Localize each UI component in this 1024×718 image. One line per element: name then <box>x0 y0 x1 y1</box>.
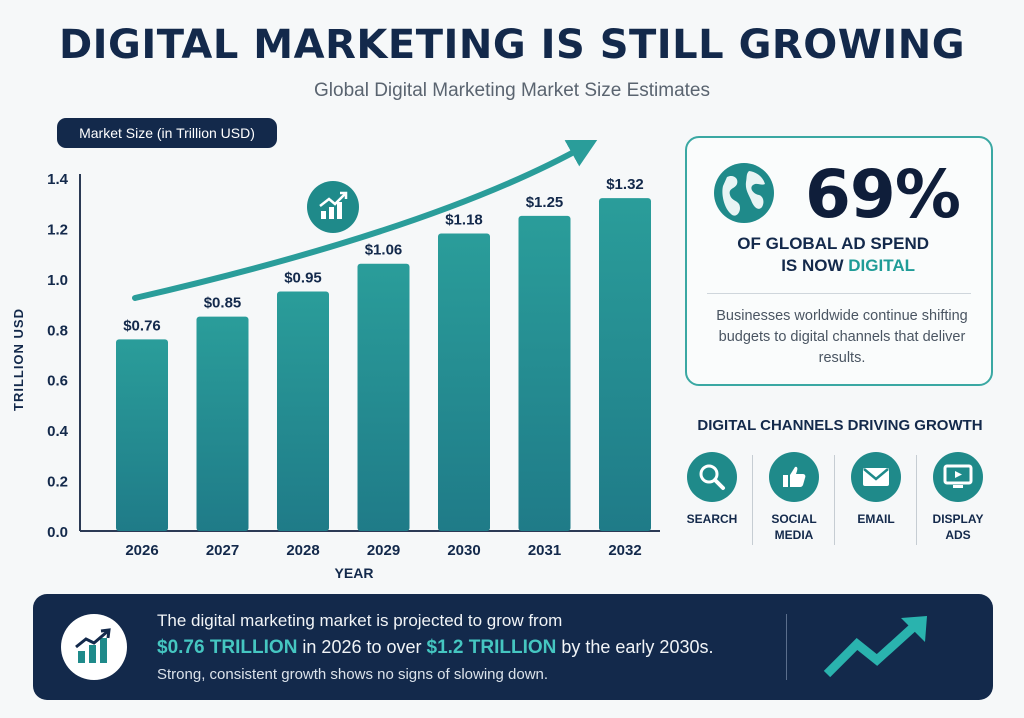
bar-2031 <box>518 215 571 532</box>
channel-search: SEARCH <box>672 452 752 527</box>
y-tick-label: 0.6 <box>47 373 68 390</box>
channel-label: EMAIL <box>857 512 895 526</box>
stat-card: 69% OF GLOBAL AD SPEND IS NOW DIGITAL Bu… <box>685 136 993 386</box>
banner-line-1: The digital marketing market is projecte… <box>157 611 563 630</box>
y-tick-label: 1.2 <box>47 221 68 238</box>
stat-line-2-prefix: IS NOW <box>781 256 849 275</box>
banner-line-2: $0.76 TRILLION in 2026 to over $1.2 TRIL… <box>157 637 713 659</box>
channel-label: DISPLAY ADS <box>932 512 984 542</box>
data-label: $0.85 <box>204 295 242 312</box>
banner-highlight-1: $0.76 TRILLION <box>157 637 298 658</box>
bar-2030 <box>438 233 490 531</box>
bar-chart-growth-icon <box>61 614 127 680</box>
page-title: DIGITAL MARKETING IS STILL GROWING <box>58 22 966 68</box>
banner-divider <box>786 614 787 680</box>
y-tick-label: 0.2 <box>47 474 68 491</box>
x-tick-label: 2027 <box>206 542 239 559</box>
x-tick-label: 2026 <box>125 542 158 559</box>
bar-2027 <box>196 316 249 531</box>
growth-chart-icon <box>307 181 359 233</box>
y-tick-label: 0.8 <box>47 322 68 339</box>
x-tick-label: 2032 <box>608 542 641 559</box>
x-axis-label: YEAR <box>335 565 374 581</box>
x-tick-label: 2030 <box>447 542 480 559</box>
trend-up-icon <box>823 616 927 678</box>
banner-line-2-mid: in 2026 to over <box>297 637 427 657</box>
x-tick-label: 2031 <box>528 542 561 559</box>
channel-social-media: SOCIAL MEDIA <box>754 452 834 543</box>
x-tick-label: 2029 <box>367 542 400 559</box>
stat-description: Businesses worldwide continue shifting b… <box>716 308 968 366</box>
banner-line-3: Strong, consistent growth shows no signs… <box>157 666 549 683</box>
stat-line-2: IS NOW DIGITAL <box>687 256 991 276</box>
search-icon <box>687 452 737 502</box>
display-icon <box>933 452 983 502</box>
summary-banner: The digital marketing market is projecte… <box>33 594 993 700</box>
globe-icon <box>714 163 774 223</box>
bar-chart: 0.0 0.2 0.4 0.6 0.8 1.0 1.2 1.4 TRILLION USD YEAR… <box>11 140 660 581</box>
channel-email: EMAIL <box>836 452 916 527</box>
channel-label: SOCIAL MEDIA <box>771 512 817 542</box>
stat-divider <box>707 293 971 294</box>
y-tick-label: 1.0 <box>47 272 68 289</box>
bar-2032 <box>599 198 651 531</box>
envelope-icon <box>851 452 901 502</box>
legend-pill: Market Size (in Trillion USD) <box>57 118 277 148</box>
channels-title: DIGITAL CHANNELS DRIVING GROWTH <box>697 417 983 434</box>
channel-divider <box>752 455 753 545</box>
bar-2028 <box>277 291 329 531</box>
channel-divider <box>916 455 917 545</box>
x-tick-label: 2028 <box>286 542 319 559</box>
y-tick-label: 0.4 <box>47 423 69 440</box>
bar-2026 <box>116 339 168 531</box>
channel-divider <box>834 455 835 545</box>
banner-highlight-2: $1.2 TRILLION <box>426 637 557 658</box>
data-label: $1.32 <box>606 176 644 193</box>
stat-line-2-accent: DIGITAL <box>848 256 915 275</box>
data-label: $1.18 <box>445 211 483 228</box>
data-label: $0.76 <box>123 317 161 334</box>
page-subtitle: Global Digital Marketing Market Size Est… <box>314 80 710 101</box>
y-tick-label: 1.4 <box>47 171 69 188</box>
channel-label: SEARCH <box>686 512 738 526</box>
y-axis-label: TRILLION USD <box>11 308 26 411</box>
trend-arrow <box>132 140 599 301</box>
data-label: $1.06 <box>365 242 403 259</box>
bar-2029 <box>357 263 410 531</box>
data-label: $1.25 <box>526 194 564 211</box>
data-label: $0.95 <box>284 269 322 286</box>
stat-percent: 69% <box>805 156 961 233</box>
banner-line-2-end: by the early 2030s. <box>556 637 714 657</box>
channel-display-ads: DISPLAY ADS <box>918 452 998 543</box>
y-tick-label: 0.0 <box>47 524 68 541</box>
thumbs-up-icon <box>769 452 819 502</box>
stat-line-1: OF GLOBAL AD SPEND <box>737 234 929 253</box>
